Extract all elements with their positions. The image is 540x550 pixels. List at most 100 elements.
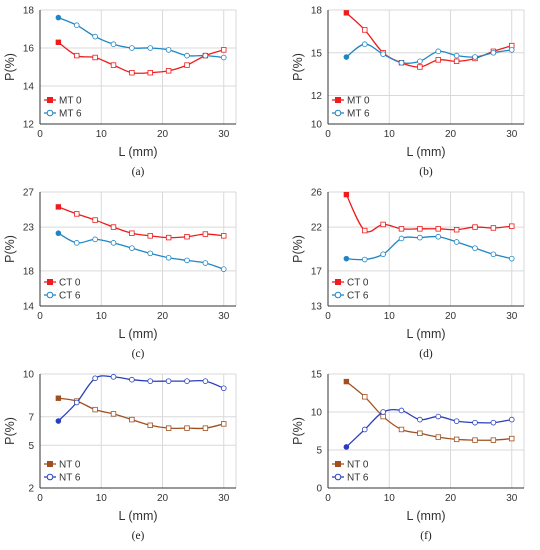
x-tick-label: 30 [506,129,518,140]
y-tick-label: 5 [28,441,34,452]
data-point [221,48,226,53]
y-tick-label: 10 [311,120,323,131]
data-point [362,427,367,432]
data-point [148,423,153,428]
legend-marker [335,461,341,467]
data-point [93,407,98,412]
data-point [185,234,190,239]
y-tick-label: 15 [311,370,323,381]
y-tick-label: 2 [28,484,34,495]
data-point [509,436,514,441]
legend-label: NT 6 [347,473,369,484]
x-tick-label: 0 [37,311,43,322]
y-tick-label: 13 [311,302,323,313]
x-tick-label: 20 [157,493,169,504]
y-tick-label: 27 [23,188,35,199]
data-point [148,379,153,384]
x-tick-label: 20 [157,129,169,140]
panel-caption: (c) [132,348,145,360]
plot-area [40,10,236,124]
y-tick-label: 16 [23,44,35,55]
data-point [344,445,349,450]
data-point [130,417,135,422]
data-point [436,58,441,63]
data-point [509,48,514,53]
data-point [221,422,226,427]
x-tick-label: 20 [445,129,457,140]
data-point [166,426,171,431]
data-point [418,431,423,436]
plot-area [328,192,524,306]
data-point [93,376,98,381]
data-point [344,256,349,261]
y-tick-label: 12 [311,91,323,102]
data-point [148,234,153,239]
data-point [454,419,459,424]
data-point [417,417,422,422]
data-point [166,379,171,384]
y-tick-label: 5 [316,446,322,457]
x-axis-label: L (mm) [406,327,445,341]
data-point [221,386,226,391]
data-point [129,46,134,51]
data-point [399,60,404,65]
data-point [130,70,135,75]
data-point [185,426,190,431]
legend-label: MT 6 [347,109,370,120]
x-axis-label: L (mm) [406,509,445,523]
y-tick-label: 23 [23,223,35,234]
x-tick-label: 20 [445,311,457,322]
x-axis-label: L (mm) [406,145,445,159]
data-point [473,246,478,251]
data-point [111,374,116,379]
y-tick-label: 18 [23,266,35,277]
plot-area [40,374,236,488]
x-tick-label: 10 [384,493,396,504]
data-point [221,267,226,272]
chart-f: 0 10 20 30051015L (mm)P(%)NT 0NT 6(f) [291,370,524,543]
x-tick-label: 0 [325,311,331,322]
data-point [362,395,367,400]
data-point [203,261,208,266]
data-point [111,42,116,47]
data-point [129,377,134,382]
panel-caption: (a) [132,166,145,178]
data-point [399,236,404,241]
legend-label: CT 6 [59,291,81,302]
legend-marker [335,292,341,298]
chart-d: 0 10 20 30 13 17 22 26 L (mm) P(%) CT 0 CT 6 (d) [291,188,524,361]
data-point [381,222,386,227]
data-point [399,227,404,232]
data-point [203,426,208,431]
data-point [130,231,135,236]
data-point [418,227,423,232]
data-point [56,396,61,401]
legend-label: CT 6 [347,291,369,302]
data-point [56,205,61,210]
data-point [418,65,423,70]
data-point [436,227,441,232]
data-point [166,255,171,260]
data-point [74,240,79,245]
data-point [454,59,459,64]
panel-caption: (f) [420,530,432,542]
chart-a: 0 10 20 30 12 14 16 18 L (mm) P(%) MT 0 MT 6 (a) [3,6,236,179]
data-point [362,42,367,47]
x-axis-label: L (mm) [118,509,157,523]
data-point [93,34,98,39]
data-point [148,70,153,75]
data-point [111,412,116,417]
x-tick-label: 0 [325,129,331,140]
data-point [381,52,386,57]
data-point [93,55,98,60]
legend-marker [47,461,53,467]
data-point [56,40,61,45]
data-point [166,69,171,74]
legend-marker [335,474,341,480]
data-point [344,11,349,16]
data-point [74,23,79,28]
y-tick-label: 7 [28,412,34,423]
y-axis-label: P(%) [3,53,17,81]
legend-label: NT 6 [59,473,81,484]
